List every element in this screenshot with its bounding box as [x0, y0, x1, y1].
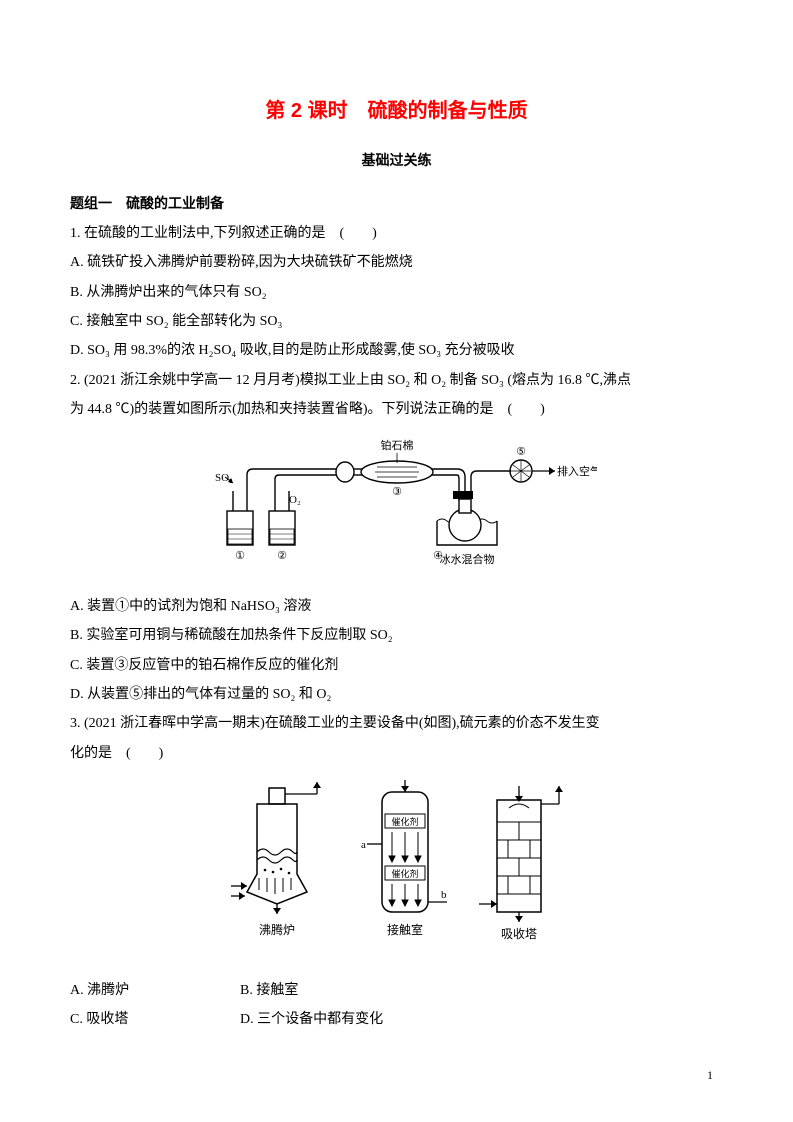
- svg-text:a: a: [361, 839, 366, 851]
- label-1: ①: [235, 550, 245, 562]
- section-1-heading: 题组一 硫酸的工业制备: [70, 189, 723, 218]
- q2-stem-line2: 为 44.8 ℃)的装置如图所示(加热和夹持装置省略)。下列说法正确的是 ( ): [70, 395, 723, 424]
- q2-option-a: A. 装置①中的试剂为饱和 NaHSO₃ 溶液: [70, 592, 723, 621]
- q3-stem-line2: 化的是 ( ): [70, 739, 723, 768]
- q1-option-b: B. 从沸腾炉出来的气体只有 SO₂: [70, 278, 723, 307]
- svg-text:b: b: [441, 889, 447, 901]
- label-ice: 冰水混合物: [439, 552, 494, 566]
- label-cat-1: 催化剂: [391, 816, 418, 827]
- label-pt: 铂石棉: [380, 438, 413, 452]
- q1-option-a: A. 硫铁矿投入沸腾炉前要粉碎,因为大块硫铁矿不能燃烧: [70, 248, 723, 277]
- equipment-diagram-icon: 沸腾炉 催化剂 催化剂: [217, 774, 577, 954]
- contact-chamber-icon: 催化剂 催化剂: [361, 780, 447, 937]
- q2-stem-line1: 2. (2021 浙江余姚中学高一 12 月月考)模拟工业上由 SO₂ 和 O₂…: [70, 366, 723, 395]
- q3-options-row2: C. 吸收塔 D. 三个设备中都有变化: [70, 1005, 723, 1034]
- label-air: 排入空气: [557, 464, 597, 478]
- q3-options-row1: A. 沸腾炉 B. 接触室: [70, 976, 723, 1005]
- question-2: 2. (2021 浙江余姚中学高一 12 月月考)模拟工业上由 SO₂ 和 O₂…: [70, 366, 723, 710]
- question-1: 1. 在硫酸的工业制法中,下列叙述正确的是 ( ) A. 硫铁矿投入沸腾炉前要粉…: [70, 219, 723, 366]
- q2-option-c: C. 装置③反应管中的铂石棉作反应的催化剂: [70, 651, 723, 680]
- q2-option-b: B. 实验室可用铜与稀硫酸在加热条件下反应制取 SO₂: [70, 621, 723, 650]
- q3-option-a: A. 沸腾炉: [70, 976, 240, 1005]
- question-3: 3. (2021 浙江春晖中学高一期末)在硫酸工业的主要设备中(如图),硫元素的…: [70, 709, 723, 1034]
- label-4: ④: [433, 550, 443, 562]
- q3-figure: 沸腾炉 催化剂 催化剂: [70, 774, 723, 965]
- label-cat-2: 催化剂: [391, 868, 418, 879]
- apparatus-diagram-icon: ① SO₂ ② O₂: [197, 431, 597, 571]
- lesson-title: 第 2 课时 硫酸的制备与性质: [70, 90, 723, 132]
- absorption-tower-icon: 吸收塔: [479, 786, 563, 941]
- q1-stem: 1. 在硫酸的工业制法中,下列叙述正确的是 ( ): [70, 219, 723, 248]
- label-o2: O₂: [289, 494, 301, 506]
- q2-figure: ① SO₂ ② O₂: [70, 431, 723, 582]
- page: 第 2 课时 硫酸的制备与性质 基础过关练 题组一 硫酸的工业制备 1. 在硫酸…: [0, 0, 793, 1122]
- q3-option-d: D. 三个设备中都有变化: [240, 1005, 410, 1034]
- label-contact: 接触室: [386, 922, 422, 937]
- q3-option-c: C. 吸收塔: [70, 1005, 240, 1034]
- label-2: ②: [277, 550, 287, 562]
- practice-subtitle: 基础过关练: [70, 146, 723, 175]
- label-furnace: 沸腾炉: [258, 922, 294, 937]
- label-5: ⑤: [516, 446, 526, 458]
- q1-option-c: C. 接触室中 SO₂ 能全部转化为 SO₃: [70, 307, 723, 336]
- q3-stem-line1: 3. (2021 浙江春晖中学高一期末)在硫酸工业的主要设备中(如图),硫元素的…: [70, 709, 723, 738]
- q3-option-b: B. 接触室: [240, 976, 410, 1005]
- furnace-icon: 沸腾炉: [231, 782, 321, 937]
- page-number: 1: [707, 1063, 713, 1088]
- label-tower: 吸收塔: [500, 927, 536, 941]
- label-3: ③: [392, 486, 402, 498]
- q1-option-d: D. SO₃ 用 98.3%的浓 H₂SO₄ 吸收,目的是防止形成酸雾,使 SO…: [70, 336, 723, 365]
- q2-option-d: D. 从装置⑤排出的气体有过量的 SO₂ 和 O₂: [70, 680, 723, 709]
